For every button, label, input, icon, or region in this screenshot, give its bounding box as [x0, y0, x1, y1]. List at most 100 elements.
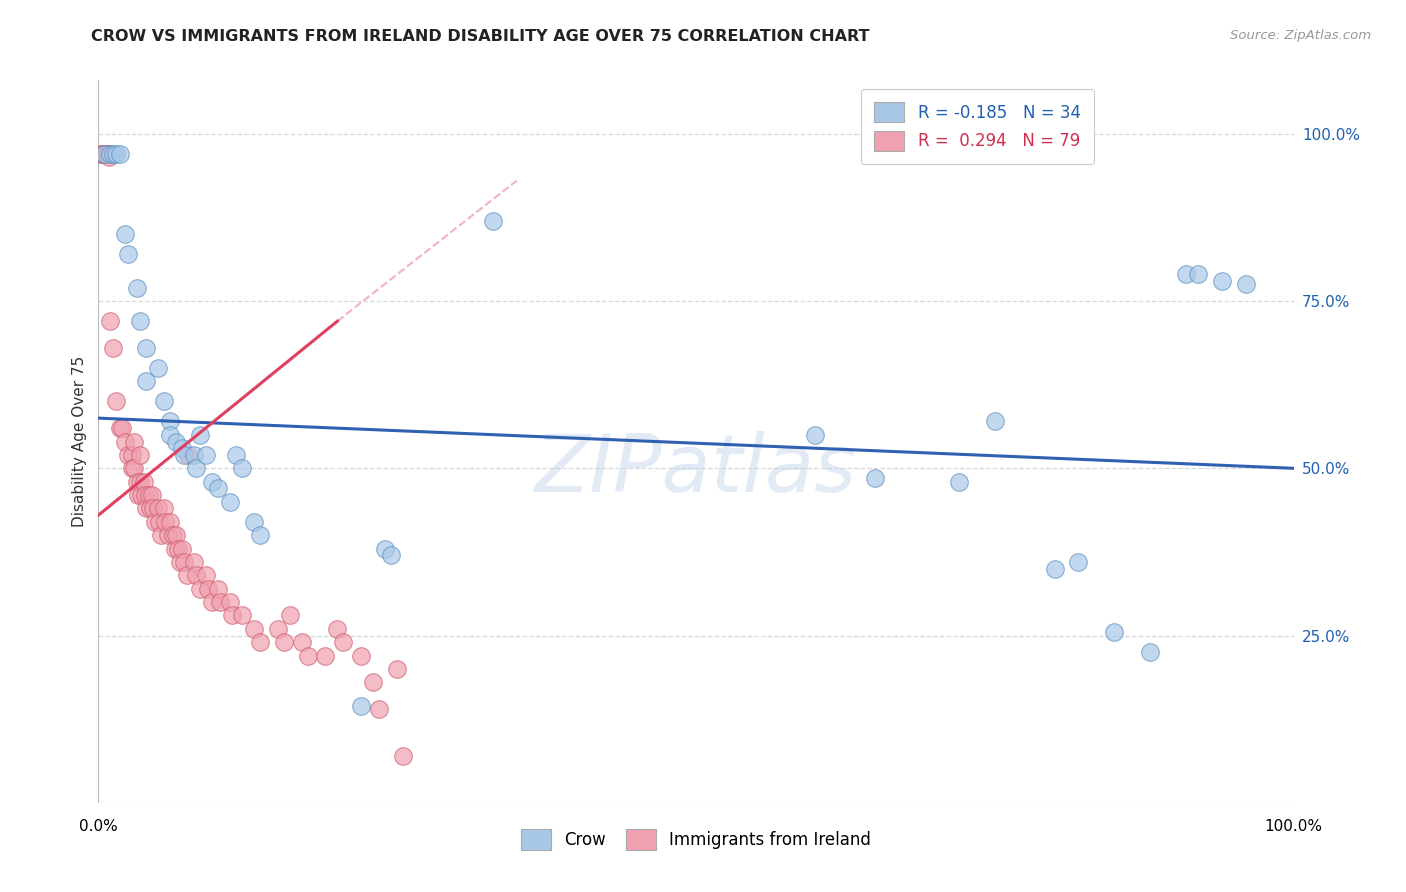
- Point: [142, 501, 165, 516]
- Text: CROW VS IMMIGRANTS FROM IRELAND DISABILITY AGE OVER 75 CORRELATION CHART: CROW VS IMMIGRANTS FROM IRELAND DISABILI…: [91, 29, 870, 45]
- Point: [114, 434, 136, 449]
- Point: [368, 702, 391, 716]
- Point: [138, 488, 160, 502]
- Point: [207, 582, 229, 596]
- Y-axis label: Disability Age Over 75: Disability Age Over 75: [72, 356, 87, 527]
- Point: [159, 414, 181, 429]
- Point: [148, 361, 170, 376]
- Point: [93, 147, 115, 161]
- Point: [162, 528, 184, 542]
- Point: [93, 147, 115, 161]
- Point: [350, 648, 373, 663]
- Point: [129, 475, 152, 489]
- Point: [374, 541, 396, 556]
- Text: Source: ZipAtlas.com: Source: ZipAtlas.com: [1230, 29, 1371, 43]
- Point: [173, 448, 195, 462]
- Point: [98, 147, 122, 161]
- Point: [219, 595, 242, 609]
- Point: [135, 375, 157, 389]
- Point: [139, 501, 162, 516]
- Point: [165, 528, 187, 542]
- Point: [1067, 555, 1090, 569]
- Point: [249, 528, 271, 542]
- Point: [326, 622, 349, 636]
- Point: [243, 622, 266, 636]
- Point: [135, 341, 157, 355]
- Point: [156, 528, 179, 542]
- Point: [231, 461, 253, 475]
- Point: [127, 488, 149, 502]
- Point: [114, 227, 136, 242]
- Point: [101, 147, 124, 161]
- Point: [1175, 268, 1198, 282]
- Point: [385, 662, 409, 676]
- Point: [98, 314, 122, 328]
- Point: [380, 548, 402, 563]
- Point: [91, 147, 114, 161]
- Point: [176, 568, 198, 582]
- Point: [108, 421, 131, 435]
- Point: [315, 648, 337, 663]
- Point: [219, 494, 242, 508]
- Point: [98, 150, 121, 164]
- Point: [96, 147, 118, 161]
- Text: ZIPatlas: ZIPatlas: [534, 432, 858, 509]
- Point: [124, 434, 146, 449]
- Point: [131, 488, 153, 502]
- Point: [392, 749, 415, 764]
- Point: [148, 515, 170, 529]
- Point: [1211, 274, 1233, 288]
- Point: [207, 482, 229, 496]
- Point: [129, 314, 152, 328]
- Point: [1234, 277, 1257, 292]
- Point: [209, 595, 232, 609]
- Point: [186, 461, 208, 475]
- Point: [332, 635, 354, 649]
- Point: [481, 214, 505, 228]
- Point: [1043, 562, 1066, 576]
- Point: [195, 568, 218, 582]
- Point: [363, 675, 385, 690]
- Point: [225, 448, 247, 462]
- Point: [117, 247, 139, 261]
- Point: [948, 475, 970, 489]
- Point: [350, 698, 373, 713]
- Point: [125, 281, 148, 295]
- Point: [141, 488, 163, 502]
- Point: [231, 608, 253, 623]
- Point: [153, 394, 176, 409]
- Legend: Crow, Immigrants from Ireland: Crow, Immigrants from Ireland: [508, 816, 884, 863]
- Point: [183, 448, 205, 462]
- Point: [1104, 625, 1126, 640]
- Point: [984, 414, 1007, 429]
- Point: [121, 461, 143, 475]
- Point: [297, 648, 319, 663]
- Point: [172, 442, 194, 455]
- Point: [125, 475, 148, 489]
- Point: [865, 471, 887, 485]
- Point: [159, 515, 181, 529]
- Point: [804, 427, 827, 442]
- Point: [105, 147, 128, 161]
- Point: [197, 582, 219, 596]
- Point: [165, 434, 187, 449]
- Point: [111, 421, 134, 435]
- Point: [163, 541, 186, 556]
- Point: [121, 448, 143, 462]
- Point: [186, 568, 208, 582]
- Point: [108, 147, 131, 161]
- Point: [1187, 268, 1209, 282]
- Point: [148, 501, 170, 516]
- Point: [221, 608, 243, 623]
- Point: [177, 448, 200, 462]
- Point: [188, 582, 211, 596]
- Point: [201, 595, 224, 609]
- Point: [173, 555, 195, 569]
- Point: [101, 341, 124, 355]
- Point: [149, 528, 172, 542]
- Point: [129, 448, 152, 462]
- Point: [167, 541, 190, 556]
- Point: [91, 147, 114, 161]
- Point: [134, 488, 156, 502]
- Point: [155, 515, 177, 529]
